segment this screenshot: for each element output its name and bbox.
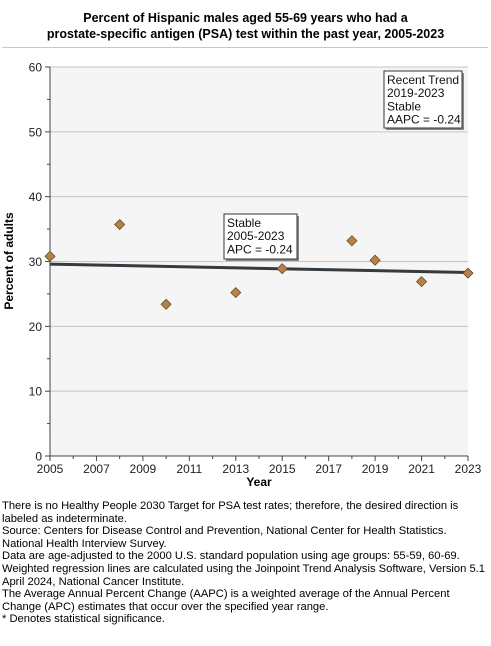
- footnote-line: Data are age-adjusted to the 2000 U.S. s…: [2, 550, 460, 563]
- chart-title: Percent of Hispanic males aged 55-69 yea…: [0, 10, 491, 42]
- data-point-diamond: [44, 250, 56, 262]
- y-tick-label: 10: [29, 385, 43, 399]
- chart-title-line-2: prostate-specific antigen (PSA) test wit…: [46, 27, 445, 41]
- x-tick-label: 2019: [362, 462, 389, 476]
- x-tick-label: 2011: [176, 462, 202, 476]
- data-point-diamond: [462, 267, 474, 279]
- chart-area: 0 10 20 30 40 50 60 2005 2007 2009 2011 2013 2015 201…: [2, 61, 482, 490]
- y-tick-label: 20: [29, 320, 43, 334]
- annotation-text-line: Stable: [387, 99, 421, 113]
- x-tick-label: 2015: [269, 462, 296, 476]
- annotation-box: [223, 213, 298, 260]
- x-tick-label: 2023: [455, 462, 482, 476]
- annotation-text-line: AAPC = -0.24: [387, 113, 461, 127]
- y-tick-label: 30: [29, 255, 43, 269]
- data-point-diamond: [160, 298, 172, 310]
- data-point-diamond: [230, 287, 242, 299]
- footnote-line: Weighted regression lines are calculated…: [2, 562, 485, 588]
- footnote-line: * Denotes statistical significance.: [2, 613, 165, 626]
- annotation-text-line: Recent Trend: [387, 73, 459, 87]
- annotation-text-line: APC = -0.24: [227, 242, 293, 256]
- annotation-text-line: Stable: [227, 216, 261, 230]
- x-tick-label: 2005: [37, 462, 64, 476]
- trend-line-group: [49, 262, 469, 275]
- gridlines: [50, 66, 468, 392]
- x-tick-label: 2007: [83, 462, 110, 476]
- trend-line: [49, 262, 469, 275]
- axes: 0 10 20 30 40 50 60 2005 2007 2009 2011 2013 2015 201…: [29, 61, 482, 477]
- data-point-diamond: [346, 235, 358, 247]
- x-tick-label: 2009: [130, 462, 157, 476]
- footnotes: There is no Healthy People 2030 Target f…: [2, 500, 488, 626]
- chart-title-line-1: Percent of Hispanic males aged 55-69 yea…: [83, 11, 408, 25]
- y-tick-label: 60: [29, 61, 43, 75]
- y-tick-label: 0: [35, 450, 42, 464]
- title-divider: [2, 47, 488, 48]
- y-tick-label: 50: [29, 125, 43, 139]
- data-point-diamond: [369, 254, 381, 266]
- x-tick-label: 2017: [315, 462, 342, 476]
- annotation-text-line: 2005-2023: [227, 229, 285, 243]
- footnote-line: Source: Centers for Disease Control and …: [2, 525, 447, 550]
- footnote-line: The Average Annual Percent Change (AAPC)…: [2, 588, 450, 613]
- x-axis-label: Year: [246, 475, 272, 489]
- x-tick-label: 2013: [222, 462, 249, 476]
- y-tick-label: 40: [29, 190, 43, 204]
- x-tick-label: 2021: [408, 462, 435, 476]
- annotation-box: [383, 70, 463, 129]
- data-point-diamond: [114, 218, 126, 231]
- footnote-line: There is no Healthy People 2030 Target f…: [2, 500, 459, 525]
- annotation-text-line: 2019-2023: [387, 86, 445, 100]
- data-points: [44, 218, 474, 310]
- y-axis-label: Percent of adults: [2, 212, 16, 310]
- data-point-diamond: [276, 263, 288, 275]
- data-point-diamond: [415, 276, 428, 288]
